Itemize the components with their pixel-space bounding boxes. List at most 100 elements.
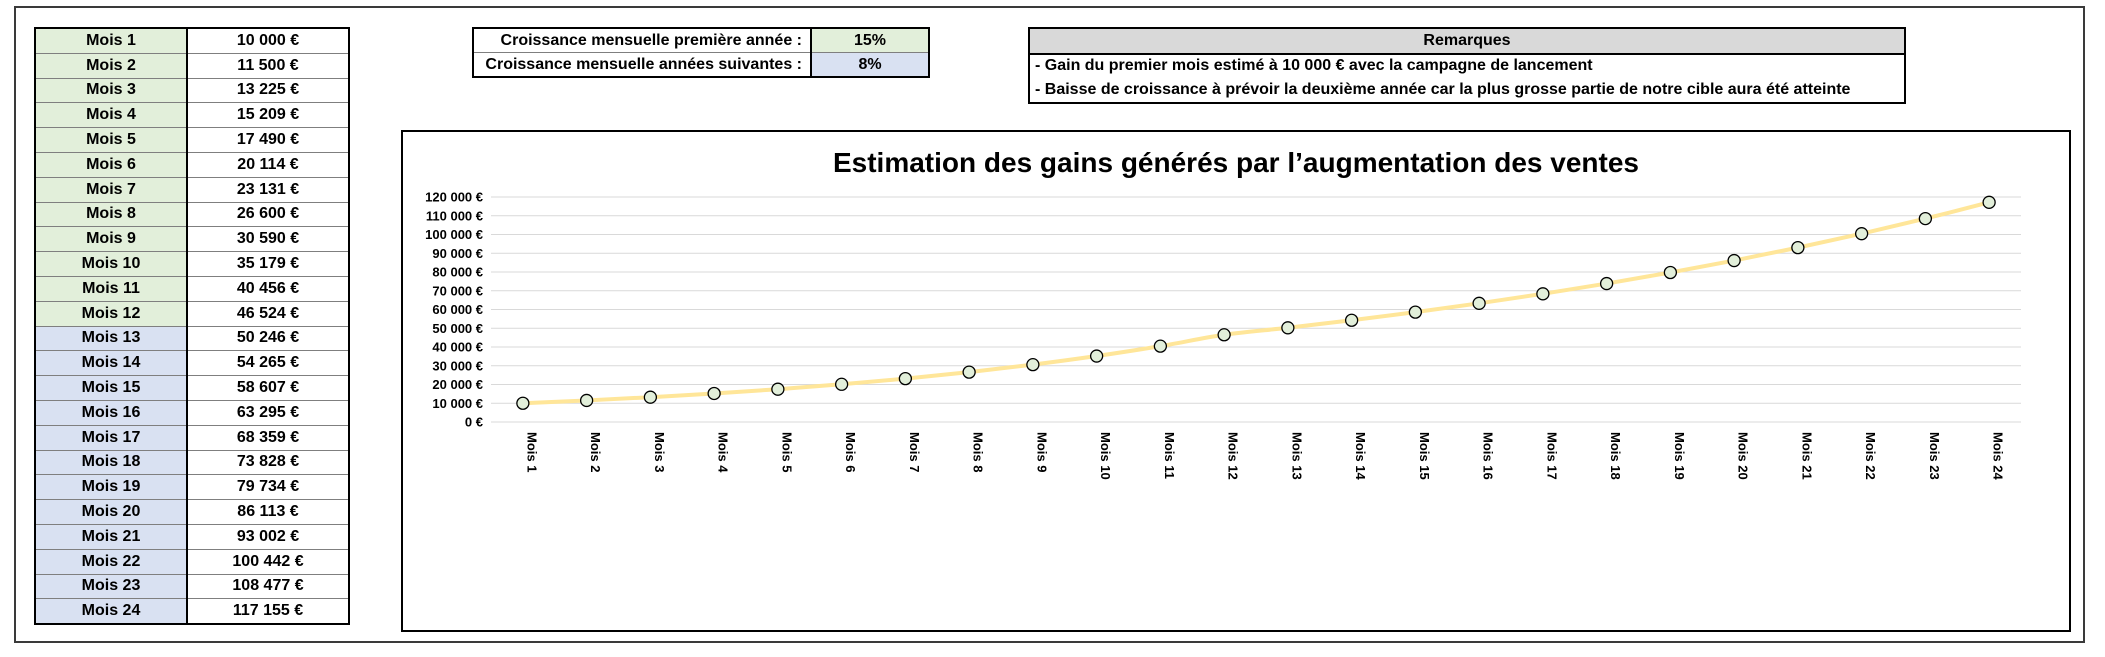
month-label[interactable]: Mois 19 bbox=[34, 474, 188, 501]
month-value[interactable]: 20 114 € bbox=[186, 151, 350, 178]
month-value[interactable]: 15 209 € bbox=[186, 102, 350, 129]
month-label[interactable]: Mois 11 bbox=[34, 275, 188, 302]
data-point[interactable] bbox=[1153, 339, 1168, 353]
month-label[interactable]: Mois 2 bbox=[34, 52, 188, 79]
data-point[interactable] bbox=[1854, 227, 1869, 241]
chart-svg: Estimation des gains générés par l’augme… bbox=[425, 147, 2021, 480]
data-point[interactable] bbox=[1344, 313, 1359, 327]
month-label[interactable]: Mois 15 bbox=[34, 375, 188, 401]
month-label[interactable]: Mois 3 bbox=[34, 77, 188, 104]
data-point[interactable] bbox=[1026, 357, 1040, 372]
x-tick-label: Mois 5 bbox=[779, 432, 794, 472]
month-value[interactable]: 79 734 € bbox=[186, 474, 350, 501]
gains-chart[interactable]: Estimation des gains générés par l’augme… bbox=[401, 130, 2071, 632]
month-label[interactable]: Mois 7 bbox=[34, 176, 188, 203]
month-value[interactable]: 46 524 € bbox=[186, 300, 350, 327]
sheet-frame bbox=[14, 6, 2085, 643]
month-row: Mois 18 73 828 € bbox=[34, 449, 350, 476]
x-tick-label: Mois 2 bbox=[588, 432, 603, 472]
month-row: Mois 11 40 456 € bbox=[34, 275, 350, 302]
data-point[interactable] bbox=[962, 365, 976, 379]
data-point[interactable] bbox=[1918, 211, 1933, 226]
data-point[interactable] bbox=[1599, 276, 1614, 291]
monthly-gains-table: Mois 1 10 000 € Mois 2 11 500 € Mois 3 13 225… bbox=[34, 27, 350, 626]
x-axis-labels: Mois 1 Mois 2 Mois 3 Mois 4 Mois 5 Mois 6 Mois… bbox=[524, 432, 2005, 480]
data-point[interactable] bbox=[707, 386, 721, 401]
month-row: Mois 16 63 295 € bbox=[34, 399, 350, 426]
month-value[interactable]: 93 002 € bbox=[186, 523, 350, 550]
month-label[interactable]: Mois 16 bbox=[34, 399, 188, 426]
month-value[interactable]: 117 155 € bbox=[186, 598, 350, 625]
month-value[interactable]: 58 607 € bbox=[186, 375, 350, 401]
month-value[interactable]: 40 456 € bbox=[186, 275, 350, 302]
month-label[interactable]: Mois 9 bbox=[34, 226, 188, 253]
data-point[interactable] bbox=[1536, 287, 1550, 301]
month-label[interactable]: Mois 14 bbox=[34, 350, 188, 377]
month-value[interactable]: 86 113 € bbox=[186, 499, 350, 525]
month-value[interactable]: 50 246 € bbox=[186, 325, 350, 352]
month-row: Mois 6 20 114 € bbox=[34, 151, 350, 178]
month-value[interactable]: 108 477 € bbox=[186, 573, 350, 600]
growth-next-years-value[interactable]: 8% bbox=[810, 52, 930, 78]
month-value[interactable]: 63 295 € bbox=[186, 399, 350, 426]
month-row: Mois 15 58 607 € bbox=[34, 375, 350, 401]
data-point[interactable] bbox=[516, 396, 530, 410]
month-label[interactable]: Mois 23 bbox=[34, 573, 188, 600]
month-value[interactable]: 26 600 € bbox=[186, 201, 350, 228]
month-value[interactable]: 23 131 € bbox=[186, 176, 350, 203]
data-point[interactable] bbox=[1408, 305, 1423, 319]
month-value[interactable]: 54 265 € bbox=[186, 350, 350, 377]
data-point[interactable] bbox=[1217, 328, 1231, 342]
data-point[interactable] bbox=[579, 393, 594, 408]
month-row: Mois 3 13 225 € bbox=[34, 77, 350, 104]
data-point[interactable] bbox=[1791, 240, 1805, 255]
month-label[interactable]: Mois 4 bbox=[34, 102, 188, 129]
month-label[interactable]: Mois 8 bbox=[34, 201, 188, 228]
x-tick-label: Mois 12 bbox=[1226, 432, 1241, 480]
month-value[interactable]: 11 500 € bbox=[186, 52, 350, 79]
x-tick-label: Mois 6 bbox=[843, 432, 858, 472]
month-label[interactable]: Mois 1 bbox=[34, 27, 188, 54]
data-point[interactable] bbox=[643, 390, 658, 404]
month-value[interactable]: 10 000 € bbox=[186, 27, 350, 54]
data-point[interactable] bbox=[898, 371, 913, 386]
data-point[interactable] bbox=[1281, 321, 1295, 335]
x-tick-label: Mois 15 bbox=[1417, 432, 1432, 480]
month-value[interactable]: 13 225 € bbox=[186, 77, 350, 104]
month-label[interactable]: Mois 22 bbox=[34, 548, 188, 575]
y-tick-label: 110 000 € bbox=[426, 208, 483, 223]
month-value[interactable]: 100 442 € bbox=[186, 548, 350, 575]
month-label[interactable]: Mois 21 bbox=[34, 523, 188, 550]
month-label[interactable]: Mois 13 bbox=[34, 325, 188, 352]
month-value[interactable]: 73 828 € bbox=[186, 449, 350, 476]
month-label[interactable]: Mois 20 bbox=[34, 499, 188, 525]
month-value[interactable]: 30 590 € bbox=[186, 226, 350, 253]
month-label[interactable]: Mois 10 bbox=[34, 251, 188, 277]
month-label[interactable]: Mois 6 bbox=[34, 151, 188, 178]
month-value[interactable]: 17 490 € bbox=[186, 127, 350, 153]
data-point[interactable] bbox=[771, 382, 785, 396]
month-row: Mois 5 17 490 € bbox=[34, 127, 350, 153]
remarks-table: Remarques - Gain du premier mois estimé … bbox=[1028, 27, 1906, 104]
data-point[interactable] bbox=[1727, 253, 1741, 268]
month-value[interactable]: 35 179 € bbox=[186, 251, 350, 277]
data-point[interactable] bbox=[1089, 349, 1104, 363]
remark-item: - Baisse de croissance à prévoir la deux… bbox=[1035, 80, 1851, 98]
month-value[interactable]: 68 359 € bbox=[186, 424, 350, 451]
x-tick-label: Mois 1 bbox=[524, 432, 539, 472]
data-point[interactable] bbox=[834, 377, 849, 391]
x-tick-label: Mois 9 bbox=[1034, 432, 1049, 472]
data-point[interactable] bbox=[1663, 265, 1678, 280]
month-label[interactable]: Mois 17 bbox=[34, 424, 188, 451]
month-label[interactable]: Mois 12 bbox=[34, 300, 188, 327]
month-label[interactable]: Mois 18 bbox=[34, 449, 188, 476]
month-row: Mois 23 108 477 € bbox=[34, 573, 350, 600]
month-row: Mois 2 11 500 € bbox=[34, 52, 350, 79]
growth-first-year-value[interactable]: 15% bbox=[810, 27, 930, 53]
x-tick-label: Mois 19 bbox=[1672, 432, 1687, 480]
month-label[interactable]: Mois 24 bbox=[34, 598, 188, 625]
x-tick-label: Mois 23 bbox=[1927, 432, 1942, 480]
month-label[interactable]: Mois 5 bbox=[34, 127, 188, 153]
data-point[interactable] bbox=[1472, 296, 1486, 310]
data-point[interactable] bbox=[1982, 195, 1996, 209]
